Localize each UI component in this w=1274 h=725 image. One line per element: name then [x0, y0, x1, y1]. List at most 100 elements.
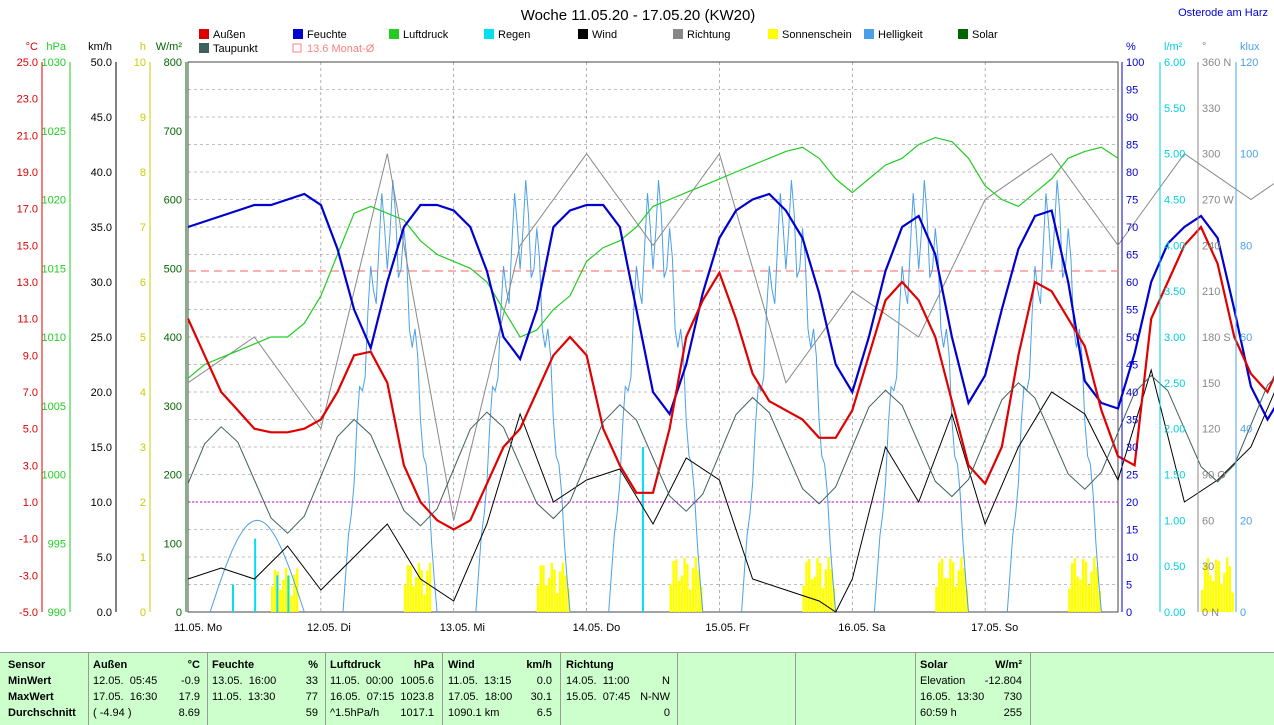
legend-label: Feuchte [307, 29, 347, 41]
sunshine-bar [290, 595, 293, 612]
aussen-value: -0.9 [181, 675, 200, 687]
feuchte-value: 77 [305, 691, 318, 703]
sunshine-bar [1090, 571, 1093, 612]
sunshine-bar [940, 558, 944, 612]
day-label: 11.05. Mo [174, 622, 222, 634]
sunshine-bar [819, 563, 822, 612]
sunshine-bar [1093, 557, 1096, 612]
right-axis-tick: 0.00 [1164, 607, 1185, 619]
solar-value: 730 [1003, 691, 1022, 703]
left-axis-unit: W/m² [156, 41, 183, 53]
sunshine-bar [680, 575, 684, 612]
left-axis-tick: 6 [140, 277, 146, 289]
legend-swatch [958, 29, 968, 39]
sunshine-bar [935, 586, 938, 612]
sunshine-bar [420, 570, 423, 612]
left-axis-tick: 3 [140, 442, 146, 454]
sunshine-bar [409, 565, 412, 612]
right-axis-tick: 5.00 [1164, 149, 1185, 161]
sunshine-bar [1214, 559, 1218, 612]
sunshine-bar [1068, 588, 1071, 612]
sunshine-bar [688, 589, 692, 612]
sunshine-bar [938, 562, 941, 612]
sunshine-bar [293, 574, 296, 612]
sunshine-bar [1201, 589, 1204, 612]
sunshine-bar [677, 580, 681, 612]
right-axis-tick: 4.00 [1164, 240, 1185, 252]
richtung-line [187, 152, 1274, 521]
right-axis-tick: 20 [1126, 497, 1138, 509]
richtung-when: 15.05. 07:45 [566, 691, 631, 703]
left-axis-tick: 0 [140, 607, 146, 619]
sunshine-bar [403, 584, 407, 612]
right-axis-tick: 55 [1126, 305, 1138, 317]
left-axis-tick: 300 [164, 401, 182, 413]
right-axis-tick: 20 [1240, 515, 1252, 527]
left-axis-tick: 9.0 [23, 350, 38, 362]
sunshine-bar [694, 557, 697, 612]
right-axis-tick: 35 [1126, 415, 1138, 427]
left-axis-tick: 1010 [42, 332, 66, 344]
right-axis-tick: 0 [1240, 607, 1246, 619]
wind-unit: km/h [526, 659, 552, 671]
sunshine-bar [802, 585, 805, 612]
sunshine-bar [1079, 579, 1082, 612]
day-label: 15.05. Fr [705, 622, 749, 634]
sunshine-bar [686, 563, 689, 612]
helligkeit-line [741, 180, 837, 613]
right-axis-tick: 65 [1126, 250, 1138, 262]
legend-label: Richtung [687, 29, 730, 41]
sunshine-bar [279, 590, 282, 612]
sunshine-bar [949, 558, 952, 612]
sensor-header: Sensor [8, 659, 46, 671]
sunshine-bar [963, 568, 966, 612]
day-label: 17.05. So [971, 622, 1018, 634]
left-axis-tick: 0.0 [97, 607, 112, 619]
legend-swatch [768, 29, 778, 39]
sunshine-bar [417, 562, 421, 612]
legend-swatch [578, 29, 588, 39]
helligkeit-line [209, 519, 305, 613]
sunshine-bar [805, 561, 808, 612]
day-label: 13.05. Mi [440, 622, 485, 634]
right-axis-tick: 100 [1126, 57, 1144, 69]
right-axis-tick: 0 N [1202, 607, 1219, 619]
richtung-value: 0 [663, 707, 670, 719]
left-axis-tick: 990 [48, 607, 66, 619]
right-axis-tick: 50 [1126, 332, 1138, 344]
luftdruck-unit: hPa [413, 659, 434, 671]
right-axis-tick: 25 [1126, 470, 1138, 482]
right-axis-tick: 120 [1202, 424, 1220, 436]
right-axis-tick: 100 [1240, 149, 1258, 161]
luftdruck-value: 1005.6 [400, 675, 434, 687]
sunshine-bar [1084, 561, 1088, 612]
sunshine-bar [821, 588, 825, 612]
right-axis-tick: 0 [1126, 607, 1132, 619]
sunshine-bar [827, 557, 830, 612]
sunshine-bar [1231, 592, 1234, 612]
right-axis-tick: 80 [1126, 167, 1138, 179]
sunshine-bar [672, 560, 675, 612]
sunshine-bar [536, 585, 540, 612]
sunshine-bar [943, 577, 947, 612]
sunshine-bar [951, 562, 955, 612]
left-axis-tick: 8 [140, 167, 146, 179]
legend-label: Taupunkt [213, 43, 258, 55]
left-axis-tick: 200 [164, 470, 182, 482]
left-axis-tick: -5.0 [19, 607, 38, 619]
left-axis-tick: 9 [140, 112, 146, 124]
luftdruck-when: ^1.5hPa/h [330, 707, 380, 719]
right-axis-tick: 30 [1126, 442, 1138, 454]
right-axis-tick: 4.50 [1164, 195, 1185, 207]
left-axis-tick: 35.0 [91, 222, 112, 234]
helligkeit-line [475, 180, 571, 613]
wind-value: 30.1 [530, 691, 552, 703]
sunshine-bar [550, 563, 553, 612]
legend-label: Solar [972, 29, 998, 41]
left-axis-unit: °C [26, 41, 38, 53]
sunshine-bar [284, 568, 288, 612]
legend-swatch [864, 29, 874, 39]
sunshine-bar [567, 587, 570, 612]
left-axis-tick: 13.0 [17, 277, 38, 289]
legend-swatch [199, 43, 209, 53]
